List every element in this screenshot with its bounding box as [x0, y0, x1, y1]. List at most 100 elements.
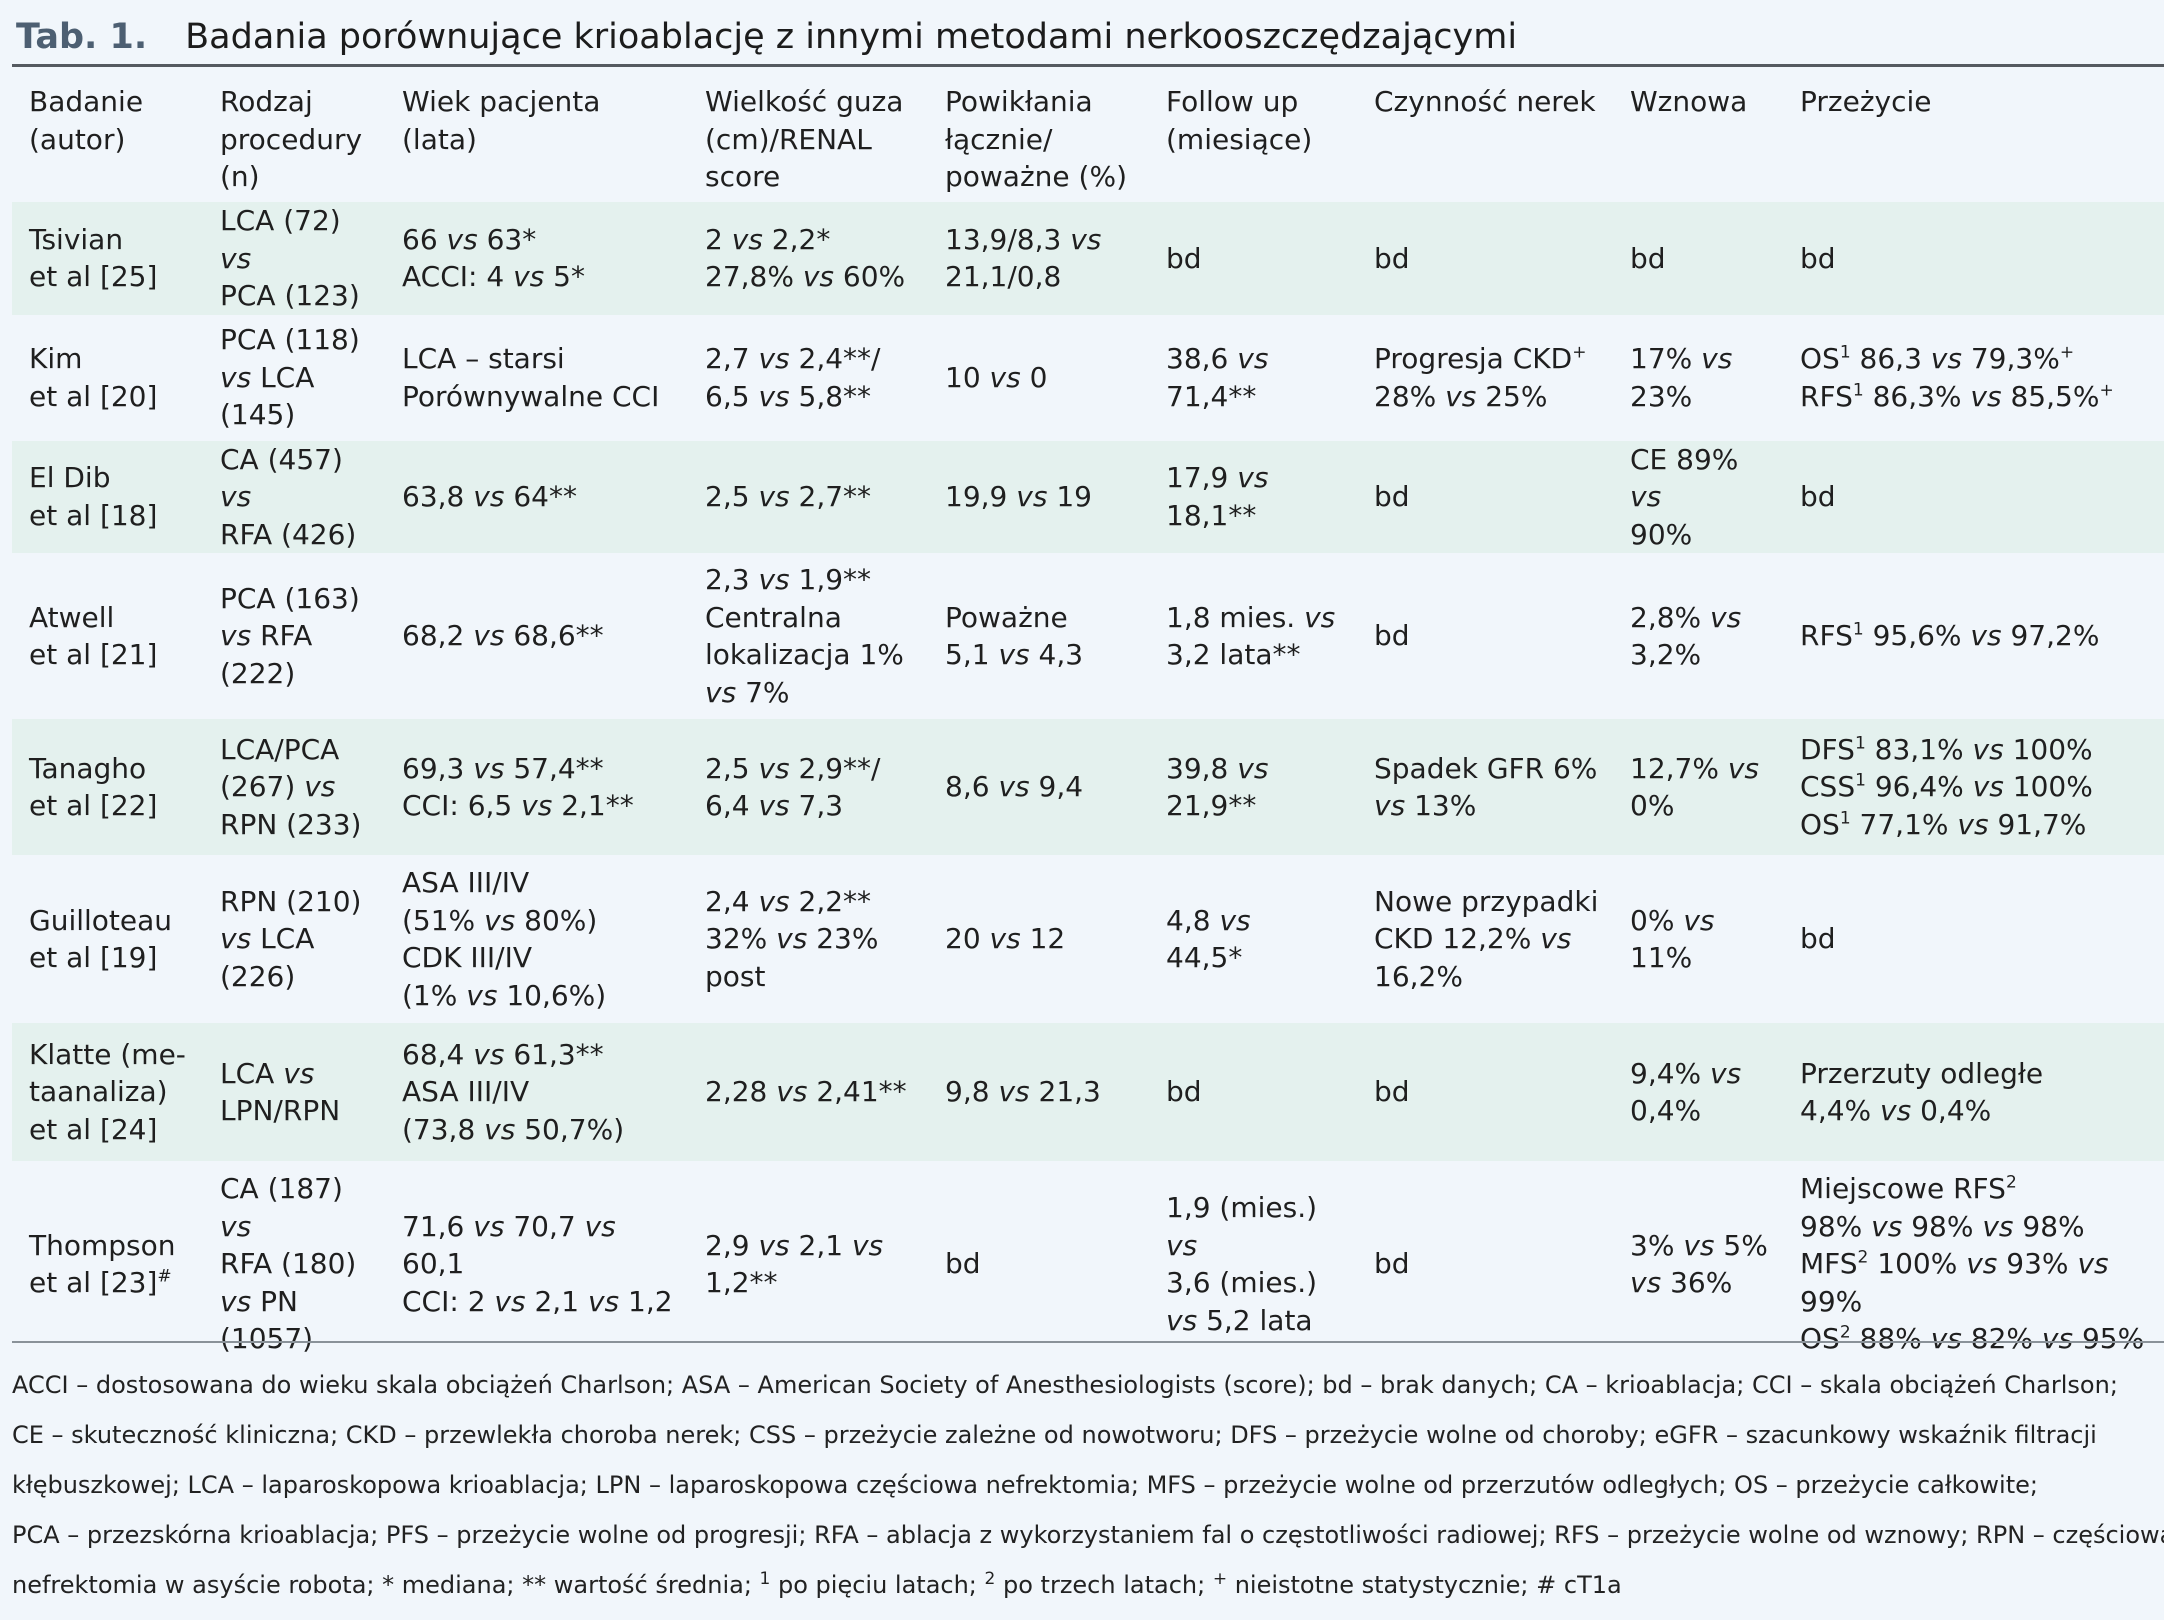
cell-line: 90% [1630, 517, 1693, 551]
table-header-row: Badanie (autor) Rodzaj procedury (n) Wiek p… [12, 75, 2164, 202]
study-cell: Klatte (me-taanaliza) et al [24] [12, 1023, 203, 1161]
cell-line: 4,8 vs [1166, 903, 1251, 937]
cell-line: 99% [1800, 1284, 1863, 1318]
cell-line: ASA III/IV [402, 1075, 530, 1109]
cell-line: Tsivian [29, 222, 124, 256]
cell-line: ASA III/IV [402, 866, 530, 899]
cell-line: 3% vs 5% [1630, 1228, 1768, 1262]
cell-line: 8,6 vs 9,4 [945, 770, 1084, 804]
procedure-cell: LCA (72) vs PCA (123) [203, 202, 385, 315]
procedure-cell: CA (187) vs RFA (180) vs PN (1057) [203, 1161, 385, 1367]
cell-line: 68,2 vs 68,6** [402, 619, 604, 653]
cell-line: 69,3 vs 57,4** [402, 751, 604, 785]
cell-line: 2,5 vs 2,9**/ [705, 751, 881, 785]
table-row: Kim et al [20] PCA (118) vs LCA (145) LCA – s… [12, 314, 2164, 441]
cell-line: Badanie [29, 85, 144, 118]
follow-up-cell: 1,9 (mies.) vs 3,6 (mies.) vs 5,2 lata [1149, 1161, 1357, 1367]
cell-line: Miejscowe RFS2 [1800, 1172, 2017, 1206]
cell-line: bd [1374, 241, 1410, 275]
cell-line: 11% [1630, 941, 1693, 974]
column-header-kidney-function: Czynność nerek [1357, 75, 1613, 202]
cell-line: RFS1 86,3% vs 85,5%+ [1800, 379, 2114, 413]
complications-cell: 8,6 vs 9,4 [928, 719, 1149, 855]
cell-line: LCA vs [220, 1056, 315, 1090]
table-row: Thompson et al [23]# CA (187) vs RFA (180) v… [12, 1161, 2164, 1367]
cell-line: OS1 77,1% vs 91,7% [1800, 807, 2087, 841]
cell-line: CDK III/IV [402, 941, 532, 974]
cell-line: Kim [29, 342, 83, 375]
age-cell: 68,2 vs 68,6** [385, 553, 688, 719]
follow-up-cell: 1,8 mies. vs 3,2 lata** [1149, 553, 1357, 719]
cell-line: OS1 86,3 vs 79,3%+ [1800, 342, 2075, 375]
table-label: Tab. 1. [16, 17, 148, 57]
kidney-function-cell: bd [1357, 441, 1613, 554]
cell-line: 2,8% vs [1630, 600, 1742, 634]
cell-line: bd [1800, 480, 1836, 513]
cell-line: CA (457) vs [220, 442, 343, 514]
cell-line: bd [1800, 922, 1836, 956]
survival-cell: Miejscowe RFS2 98% vs 98% vs 98% MFS2 100%… [1783, 1161, 2164, 1367]
cell-line: 39,8 vs [1166, 751, 1269, 785]
cell-line: łącznie/ [945, 122, 1053, 156]
cell-line: 17% vs [1630, 342, 1733, 375]
cell-line: 19,9 vs 19 [945, 480, 1092, 513]
cell-line: Centralna [705, 600, 842, 634]
follow-up-cell: 17,9 vs 18,1** [1149, 441, 1357, 554]
cell-line: 66 vs 63* [402, 222, 537, 256]
age-cell: 69,3 vs 57,4** CCI: 6,5 vs 2,1** [385, 719, 688, 855]
tumor-size-cell: 2,9 vs 2,1 vs 1,2** [688, 1161, 928, 1367]
study-cell: Atwell et al [21] [12, 553, 203, 719]
cell-line: (lata) [402, 122, 477, 156]
cell-line: 2,7 vs 2,4**/ [705, 342, 881, 375]
cell-line: Rodzaj [220, 85, 313, 118]
column-header-age: Wiek pacjenta (lata) [385, 75, 688, 202]
cell-line: PCA (118) [220, 323, 360, 357]
cell-line: et al [20] [29, 379, 158, 413]
cell-line: 0% vs [1630, 903, 1715, 937]
cell-line: LCA/PCA [220, 732, 340, 766]
cell-line: 21,1/0,8 [945, 260, 1062, 294]
table-title: Badania porównujące krioablację z innymi… [185, 17, 1518, 57]
cell-line: et al [23]# [29, 1266, 172, 1299]
cell-line: (73,8 vs 50,7%) [402, 1112, 625, 1146]
cell-line: poważne (%) [945, 160, 1127, 193]
cell-line: et al [19] [29, 941, 158, 974]
recurrence-cell: 17% vs 23% [1613, 315, 1783, 441]
survival-cell: DFS1 83,1% vs 100% CSS1 96,4% vs 100% OS1 … [1783, 719, 2164, 855]
column-header-follow-up: Follow up (miesiące) [1149, 75, 1357, 202]
table-row: Tsivian et al [25] LCA (72) vs PCA (123) 66 … [12, 202, 2164, 315]
cell-line: vs PN [220, 1284, 298, 1318]
cell-line: 63,8 vs 64** [402, 480, 577, 513]
procedure-cell: CA (457) vs RFA (426) [203, 441, 385, 554]
cell-line: bd [1800, 241, 1836, 275]
cell-line: (1057) [220, 1322, 314, 1356]
cell-line: (51% vs 80%) [402, 903, 598, 937]
cell-line: 13,9/8,3 vs [945, 222, 1102, 256]
kidney-function-cell: bd [1357, 553, 1613, 719]
cell-line: 44,5* [1166, 941, 1243, 974]
cell-line: RFS1 95,6% vs 97,2% [1800, 619, 2100, 653]
survival-cell: RFS1 95,6% vs 97,2% [1783, 553, 2164, 719]
cell-line: CA (187) vs [220, 1172, 343, 1243]
cell-line: CCI: 6,5 vs 2,1** [402, 789, 634, 822]
cell-line: 17,9 vs [1166, 461, 1269, 495]
cell-line: Wznowa [1630, 85, 1748, 118]
cell-line: 1,8 mies. vs [1166, 600, 1336, 634]
footnote-line: PCA – przezskórna krioablacja; PFS – prz… [12, 1521, 2164, 1549]
cell-line: El Dib [29, 461, 111, 495]
tumor-size-cell: 2,7 vs 2,4**/ 6,5 vs 5,8** [688, 315, 928, 441]
cell-line: Nowe przypadki [1374, 884, 1599, 918]
table-caption: Tab. 1. Badania porównujące krioablację … [16, 12, 1517, 62]
cell-line: MFS2 100% vs 93% vs [1800, 1247, 2109, 1281]
kidney-function-cell: bd [1357, 1023, 1613, 1161]
age-cell: 68,4 vs 61,3** ASA III/IV (73,8 vs 50,7%) [385, 1023, 688, 1161]
cell-line: bd [1166, 1075, 1202, 1109]
cell-line: 6,4 vs 7,3 [705, 789, 844, 822]
procedure-cell: PCA (118) vs LCA (145) [203, 315, 385, 441]
cell-line: ACCI: 4 vs 5* [402, 260, 585, 294]
cell-line: 16,2% [1374, 959, 1463, 993]
cell-line: (267) vs [220, 770, 336, 804]
cell-line: 3,2 lata** [1166, 638, 1301, 671]
cell-line: 1,2** [705, 1266, 778, 1299]
cell-line: vs LCA [220, 360, 315, 394]
